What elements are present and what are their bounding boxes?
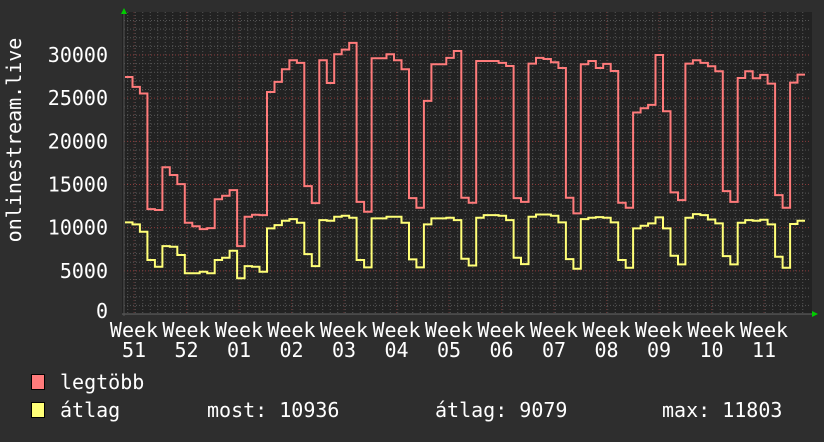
- x-tick-label: Week 51: [109, 318, 159, 362]
- y-tick-label: 0: [96, 299, 108, 323]
- y-axis-label: onlinestream.live: [2, 38, 26, 243]
- chart: 0 5000 10000 15000 20000 25000 30000 onlinestr…: [2, 8, 818, 323]
- x-tick-label: Week 10: [687, 318, 736, 362]
- x-tick-label: Week 08: [582, 318, 631, 362]
- x-tick-label: Week 06: [477, 318, 526, 362]
- x-tick-label: Week 01: [214, 318, 264, 362]
- x-tick-label: Week 07: [529, 318, 579, 362]
- y-axis-arrow-icon: [121, 8, 127, 14]
- x-tick-label: Week 04: [372, 318, 421, 362]
- legend: legtöbb átlag most: 10936 átlag: 9079 ma…: [31, 370, 782, 442]
- y-axis-ticks: 0 5000 10000 15000 20000 25000 30000: [48, 43, 108, 323]
- stat-max: max: 11803: [662, 398, 783, 422]
- x-axis-arrow-icon: [812, 311, 818, 317]
- y-tick-label: 5000: [60, 259, 108, 283]
- legend-item-avg: átlag most: 10936 átlag: 9079 max: 11803: [31, 398, 811, 422]
- grid: [124, 12, 810, 314]
- x-tick-label: Week 52: [162, 318, 211, 362]
- legend-swatch-max: [31, 374, 45, 390]
- y-tick-label: 30000: [48, 43, 108, 67]
- series-lines: [125, 41, 805, 280]
- x-tick-label: Week 02: [267, 318, 316, 362]
- stat-avg: átlag: 9079: [435, 398, 568, 422]
- legend-swatch-avg: [31, 402, 45, 418]
- series-line-max: [125, 41, 805, 248]
- stat-now: most: 10936: [207, 398, 340, 422]
- y-tick-label: 20000: [48, 129, 108, 153]
- y-tick-label: 15000: [48, 173, 108, 197]
- legend-label-max: legtöbb: [60, 370, 145, 394]
- y-tick-label: 10000: [48, 216, 108, 240]
- x-tick-label: Week 11: [739, 318, 789, 362]
- series-line-avg: [125, 213, 805, 280]
- legend-item-max: legtöbb: [31, 370, 811, 394]
- x-tick-label: Week 05: [424, 318, 474, 362]
- y-tick-label: 25000: [48, 86, 108, 110]
- legend-label-avg: átlag: [60, 398, 121, 422]
- x-tick-label: Week 09: [634, 318, 684, 362]
- x-tick-label: Week 03: [319, 318, 369, 362]
